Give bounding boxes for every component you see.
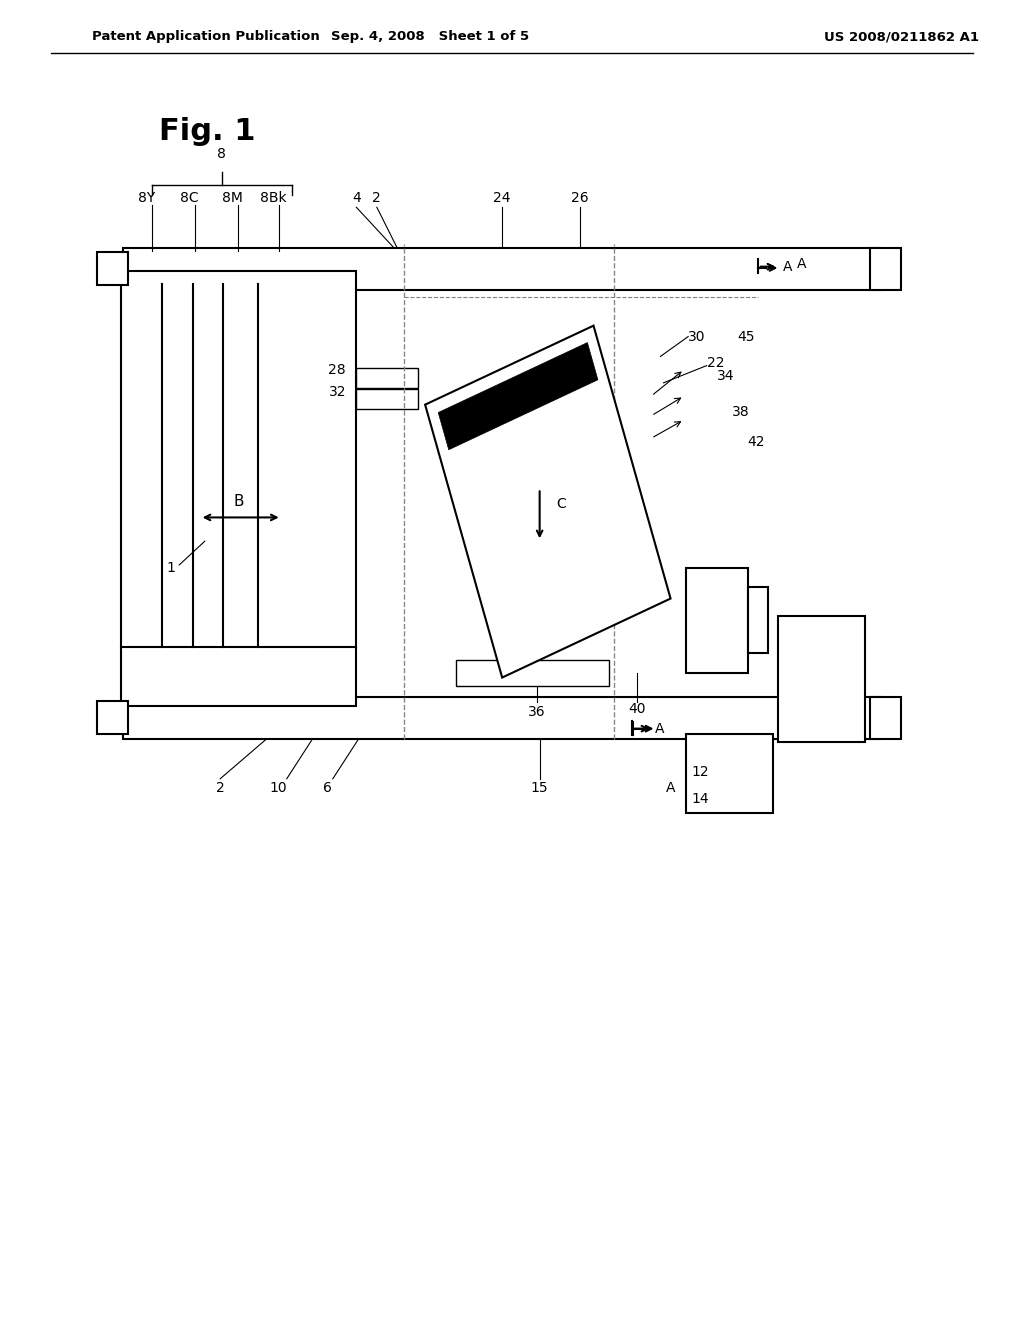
Text: Fig. 1: Fig. 1 [159,117,255,147]
Text: A: A [783,260,793,273]
Text: 22: 22 [707,356,724,370]
Text: A: A [655,722,665,735]
Text: 8Y: 8Y [138,190,155,205]
Bar [356,368,418,388]
Bar [97,701,128,734]
Text: A: A [666,781,676,796]
Text: 1: 1 [167,561,176,574]
Text: 24: 24 [493,190,511,205]
Bar [121,271,356,706]
Bar [356,389,418,409]
Bar [686,734,773,813]
Text: A: A [797,257,806,271]
Bar [870,697,901,739]
Bar [123,697,881,739]
Polygon shape [425,326,671,677]
Text: 36: 36 [527,705,546,719]
Text: 14: 14 [691,792,709,805]
Text: 8C: 8C [180,190,199,205]
Text: 8Bk: 8Bk [260,190,287,205]
Bar [456,660,609,686]
Text: C: C [556,498,566,511]
Text: 12: 12 [691,766,709,779]
Polygon shape [438,343,598,450]
Text: 8M: 8M [222,190,243,205]
Text: 10: 10 [269,781,288,796]
Text: 32: 32 [329,385,346,399]
Bar [686,568,748,673]
Text: 34: 34 [717,370,734,383]
Bar [778,616,865,742]
Text: 26: 26 [570,190,589,205]
Bar [97,252,128,285]
Bar [748,587,768,653]
Text: 28: 28 [329,363,346,376]
Text: 30: 30 [688,330,706,343]
Text: 4: 4 [352,190,360,205]
Text: Patent Application Publication: Patent Application Publication [92,30,319,44]
Text: 38: 38 [732,405,750,418]
Text: 2: 2 [216,781,224,796]
Bar [123,248,881,290]
Text: US 2008/0211862 A1: US 2008/0211862 A1 [823,30,979,44]
Text: 40: 40 [628,702,646,717]
Text: 8: 8 [217,147,226,161]
Text: 15: 15 [530,781,549,796]
Bar [870,248,901,290]
Text: 6: 6 [324,781,332,796]
Text: Sep. 4, 2008   Sheet 1 of 5: Sep. 4, 2008 Sheet 1 of 5 [331,30,529,44]
Text: 45: 45 [737,330,755,343]
Text: B: B [233,494,244,510]
Text: 2: 2 [373,190,381,205]
Text: 42: 42 [748,436,765,449]
